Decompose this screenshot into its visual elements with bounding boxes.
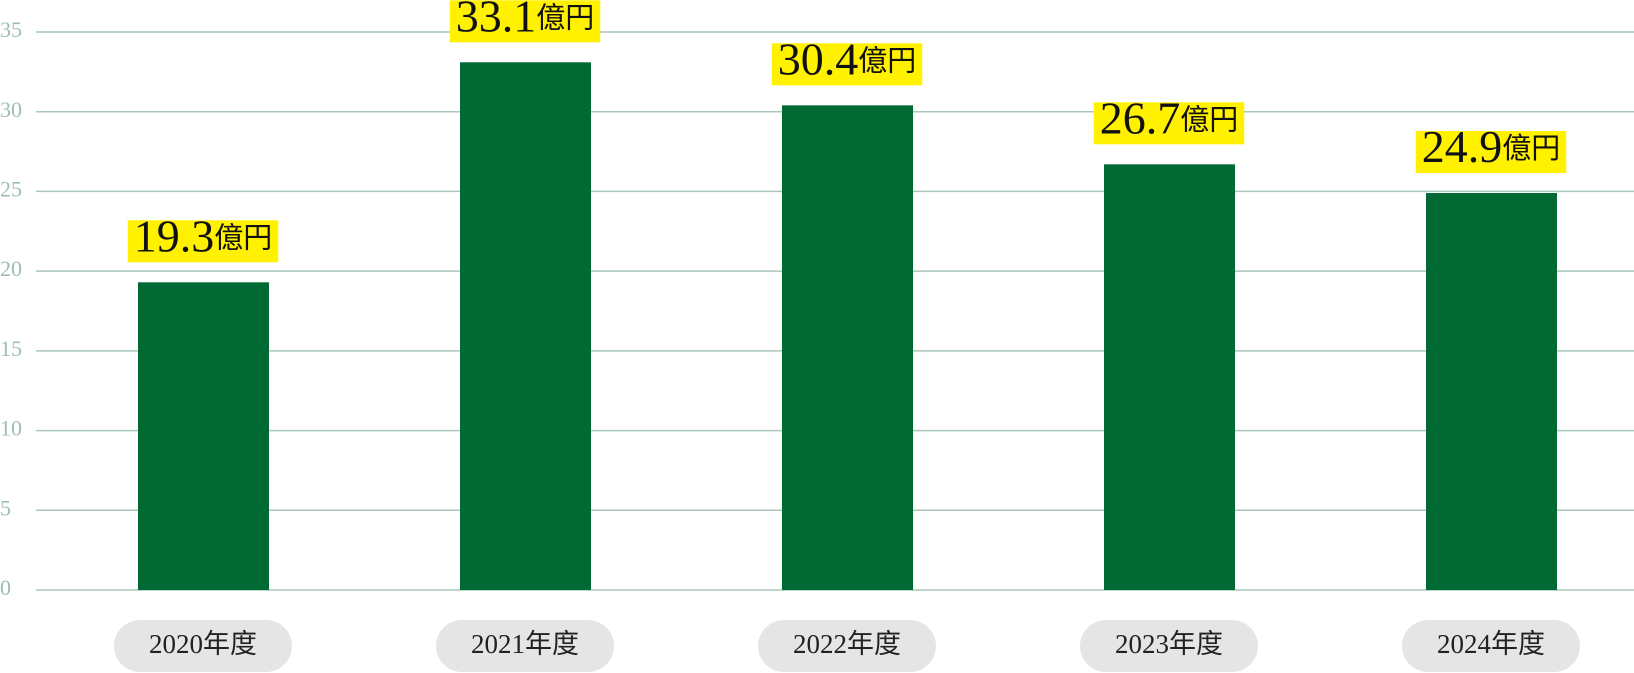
y-tick-label: 15	[0, 336, 22, 361]
category-pill	[1080, 620, 1258, 672]
y-tick-label: 10	[0, 416, 22, 441]
bar	[1104, 164, 1235, 590]
x-tick-label: 2024年度	[1437, 629, 1545, 659]
value-label: 30.4億円	[778, 33, 917, 84]
category-pill	[758, 620, 936, 672]
value-label: 33.1億円	[456, 0, 595, 41]
label-highlight	[771, 43, 923, 86]
label-highlight	[449, 0, 601, 43]
bar	[782, 105, 913, 590]
x-tick-label: 2023年度	[1115, 629, 1223, 659]
y-tick-label: 20	[0, 256, 22, 281]
label-highlight	[127, 220, 279, 263]
category-pill	[1402, 620, 1580, 672]
x-tick-label: 2021年度	[471, 629, 579, 659]
label-highlight	[1415, 131, 1567, 174]
x-tick-label: 2022年度	[793, 629, 901, 659]
bar	[460, 62, 591, 590]
category-pill	[436, 620, 614, 672]
value-label: 24.9億円	[1422, 121, 1561, 172]
y-tick-label: 5	[0, 495, 11, 520]
value-label: 26.7億円	[1100, 92, 1239, 143]
bar	[138, 282, 269, 590]
y-tick-label: 35	[0, 17, 22, 42]
y-tick-label: 0	[0, 575, 11, 600]
label-highlight	[1093, 102, 1245, 145]
category-pill	[114, 620, 292, 672]
value-label: 19.3億円	[134, 210, 273, 261]
bar	[1426, 193, 1557, 590]
y-tick-label: 25	[0, 176, 22, 201]
y-tick-label: 30	[0, 97, 22, 122]
x-tick-label: 2020年度	[149, 629, 257, 659]
